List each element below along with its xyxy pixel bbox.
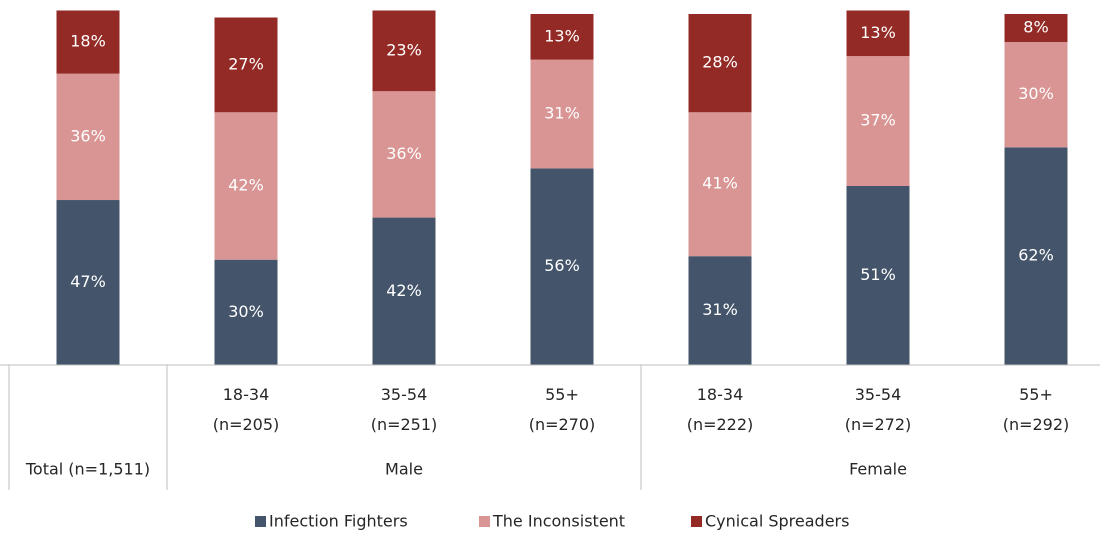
bar-segment: [214, 17, 278, 113]
bar-segment: [56, 10, 120, 74]
bar-segment: [214, 259, 278, 365]
x-tick-label-line: (n=222): [687, 415, 754, 434]
bar-segment: [530, 59, 594, 169]
bar-segment: [1004, 14, 1068, 43]
value-label: 47%: [70, 272, 106, 291]
bar-segment: [530, 14, 594, 60]
x-tick-label: 35-54 (n=272): [845, 385, 912, 434]
x-tick-label-line: (n=270): [529, 415, 596, 434]
x-tick-label-line: 35-54: [855, 385, 902, 404]
value-label: 8%: [1023, 18, 1048, 37]
value-label: 28%: [702, 53, 738, 72]
value-label: 62%: [1018, 246, 1054, 265]
legend-label: The Inconsistent: [492, 512, 625, 531]
value-label: 51%: [860, 265, 896, 284]
bar-segment: [1004, 147, 1068, 365]
x-tick-label-line: (n=272): [845, 415, 912, 434]
x-tick-label-line: 35-54: [381, 385, 428, 404]
x-tick-label-line: (n=251): [371, 415, 438, 434]
x-tick-label-line: (n=205): [213, 415, 280, 434]
group-label: Female: [849, 460, 907, 479]
value-label: 18%: [70, 32, 106, 51]
group-label: Total (n=1,511): [25, 460, 150, 479]
legend-swatch: [479, 516, 490, 527]
bar-segment: [846, 10, 910, 57]
value-label: 37%: [860, 111, 896, 130]
x-tick-label: 18-34 (n=222): [687, 385, 754, 434]
bar-segment: [846, 56, 910, 186]
value-label: 41%: [702, 174, 738, 193]
x-tick-label-line: (n=292): [1003, 415, 1070, 434]
x-tick-label: 35-54 (n=251): [371, 385, 438, 434]
x-tick-label: 18-34 (n=205): [213, 385, 280, 434]
bar-segment: [372, 217, 436, 365]
x-tick-label-line: 55+: [545, 385, 579, 404]
bar-segment: [530, 168, 594, 365]
value-label: 31%: [702, 300, 738, 319]
value-label: 27%: [228, 54, 264, 73]
x-tick-label-line: 18-34: [223, 385, 270, 404]
legend-swatch: [255, 516, 266, 527]
value-label: 42%: [386, 281, 422, 300]
x-tick-label-line: 55+: [1019, 385, 1053, 404]
group-label: Male: [385, 460, 423, 479]
value-label: 42%: [228, 175, 264, 194]
value-label: 13%: [860, 23, 896, 42]
bar-segment: [688, 256, 752, 365]
bar-segment: [846, 185, 910, 365]
bar-segment: [688, 112, 752, 257]
value-label: 23%: [386, 40, 422, 59]
bar-segment: [372, 10, 436, 92]
legend-label: Cynical Spreaders: [705, 512, 849, 531]
legend-label: Infection Fighters: [269, 512, 408, 531]
value-label: 30%: [228, 302, 264, 321]
x-tick-label: 55+ (n=292): [1003, 385, 1070, 434]
bar-segment: [56, 200, 120, 365]
value-label: 30%: [1018, 84, 1054, 103]
value-label: 13%: [544, 26, 580, 45]
bar-segment: [214, 112, 278, 260]
bar-segment: [1004, 42, 1068, 148]
bar-segment: [372, 91, 436, 218]
bar-segment: [56, 73, 120, 201]
legend-swatch: [691, 516, 702, 527]
value-label: 36%: [70, 126, 106, 145]
value-label: 56%: [544, 256, 580, 275]
value-label: 31%: [544, 104, 580, 123]
x-tick-label: 55+ (n=270): [529, 385, 596, 434]
value-label: 36%: [386, 144, 422, 163]
x-tick-label-line: 18-34: [697, 385, 744, 404]
bar-segment: [688, 14, 752, 113]
